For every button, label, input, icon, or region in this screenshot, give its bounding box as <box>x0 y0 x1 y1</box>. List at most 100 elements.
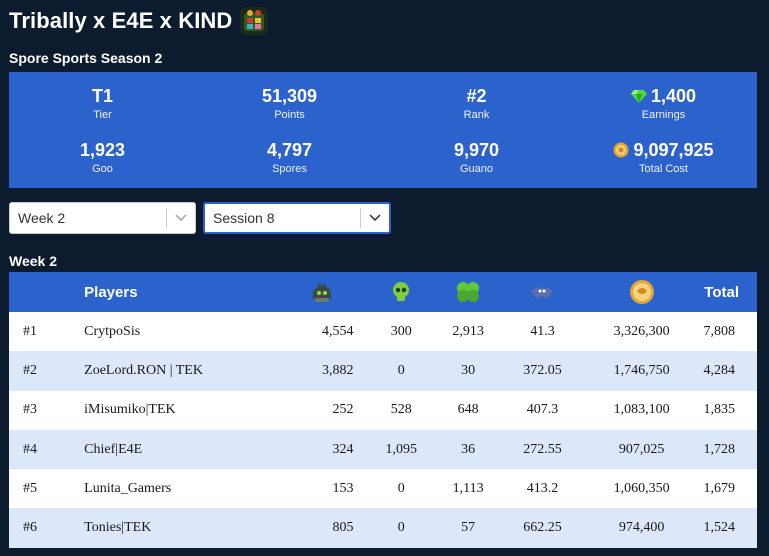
spores-cell: 0 <box>397 362 405 378</box>
stat-value: #2 <box>466 85 487 106</box>
player-name: Tonies|TEK <box>84 520 152 536</box>
header-total: Total <box>704 283 739 301</box>
select-divider <box>166 208 167 228</box>
session-select[interactable]: Session 8 <box>203 202 391 234</box>
guano-cell: 662.25 <box>523 520 562 536</box>
cost-cell: 3,326,300 <box>613 323 670 339</box>
spores-cell: 0 <box>397 480 405 496</box>
rank-cell: #6 <box>23 520 37 536</box>
header-spores <box>372 272 432 312</box>
kind-logo-icon <box>240 7 269 35</box>
cost-cell: 974,400 <box>618 520 665 536</box>
clover-cell: 57 <box>461 520 476 536</box>
total-cell: 1,728 <box>703 441 736 457</box>
goo-cell: 805 <box>332 520 354 536</box>
stat-guano: 9,970 Guano <box>383 130 570 184</box>
week-select-value: Week 2 <box>18 210 66 226</box>
table-header: Players <box>9 272 757 312</box>
session-select-value: Session 8 <box>213 210 275 226</box>
header-goo <box>272 272 371 312</box>
season-title: Spore Sports Season 2 <box>9 50 163 66</box>
stat-value: 1,923 <box>79 139 126 160</box>
table-row: #1 CrytpoSis 4,554 300 2,913 41.3 3,326,… <box>9 312 757 352</box>
player-name: CrytpoSis <box>84 323 141 339</box>
clover-cell: 648 <box>457 402 479 418</box>
leaderboard-table: Players <box>9 272 757 548</box>
player-name: Chief|E4E <box>84 441 143 457</box>
header-cost <box>580 272 704 312</box>
clover-cell: 2,913 <box>452 323 484 339</box>
total-cell: 7,808 <box>703 323 736 339</box>
player-name: ZoeLord.RON | TEK <box>84 362 203 378</box>
chevron-down-icon[interactable] <box>361 214 389 222</box>
rank-cell: #2 <box>23 362 37 378</box>
page-title: Tribally x E4E x KIND <box>9 8 233 33</box>
stat-spores: 4,797 Spores <box>196 130 383 184</box>
rank-cell: #1 <box>23 323 37 339</box>
header: Tribally x E4E x KIND <box>9 6 269 36</box>
table-row: #4 Chief|E4E 324 1,095 36 272.55 907,025… <box>9 429 757 470</box>
table-row: #6 Tonies|TEK 805 0 57 662.25 974,400 1,… <box>9 508 757 548</box>
table-row: #3 iMisumiko|TEK 252 528 648 407.3 1,083… <box>9 390 757 430</box>
rank-cell: #4 <box>23 441 37 457</box>
section-title: Week 2 <box>9 253 57 269</box>
select-divider <box>360 208 361 228</box>
stat-earnings: 1,400 Earnings <box>570 76 757 130</box>
goo-cell: 324 <box>332 441 354 457</box>
bat-icon <box>531 285 554 299</box>
stat-value: 51,309 <box>261 85 318 106</box>
cost-cell: 1,083,100 <box>613 402 670 418</box>
player-name: Lunita_Gamers <box>84 480 172 496</box>
stat-rank: #2 Rank <box>383 76 570 130</box>
stat-goo: 1,923 Goo <box>9 130 196 184</box>
filters: Week 2 Session 8 <box>9 202 391 234</box>
gem-icon <box>630 90 647 103</box>
rank-cell: #5 <box>23 480 37 496</box>
stat-label: Total Cost <box>639 162 688 175</box>
goo-cell: 3,882 <box>322 362 354 378</box>
clover-cell: 30 <box>461 362 476 378</box>
player-name: iMisumiko|TEK <box>84 402 176 418</box>
total-cell: 4,284 <box>703 362 736 378</box>
stat-value: 9,097,925 <box>633 139 714 160</box>
stat-label: Guano <box>459 162 494 175</box>
stat-label: Points <box>274 108 305 121</box>
goo-cell: 252 <box>332 402 354 418</box>
guano-cell: 41.3 <box>530 323 555 339</box>
cost-cell: 907,025 <box>618 441 665 457</box>
spores-cell: 528 <box>390 402 412 418</box>
header-players: Players <box>84 283 138 301</box>
header-clover <box>431 272 505 312</box>
header-guano <box>505 272 579 312</box>
rank-cell: #3 <box>23 402 37 418</box>
stat-value: 1,400 <box>650 85 697 106</box>
stat-label: Goo <box>92 162 113 175</box>
stat-label: Tier <box>93 108 112 121</box>
stat-label: Spores <box>272 162 307 175</box>
cost-cell: 1,060,350 <box>613 480 670 496</box>
stat-label: Earnings <box>641 108 686 121</box>
table-row: #5 Lunita_Gamers 153 0 1,113 413.2 1,060… <box>9 469 757 509</box>
clover-cell: 36 <box>461 441 476 457</box>
stat-value: 4,797 <box>266 139 313 160</box>
spores-cell: 1,095 <box>385 441 418 457</box>
spores-cell: 0 <box>397 520 405 536</box>
stat-total-cost: 9,097,925 Total Cost <box>570 130 757 184</box>
total-cell: 1,835 <box>703 402 736 418</box>
stat-value: 9,970 <box>453 139 500 160</box>
goo-cell: 4,554 <box>322 323 354 339</box>
chevron-down-icon[interactable] <box>167 214 195 222</box>
coin-icon <box>629 280 654 304</box>
goo-icon <box>312 283 332 302</box>
skull-icon <box>393 282 410 301</box>
cost-cell: 1,746,750 <box>613 362 670 378</box>
spores-cell: 300 <box>390 323 412 339</box>
clover-cell: 1,113 <box>452 480 484 496</box>
total-cell: 1,524 <box>703 520 736 536</box>
stat-tier: T1 Tier <box>9 76 196 130</box>
coin-icon <box>613 142 629 158</box>
week-select[interactable]: Week 2 <box>9 202 196 234</box>
total-cell: 1,679 <box>703 480 736 496</box>
table-row: #2 ZoeLord.RON | TEK 3,882 0 30 372.05 1… <box>9 351 757 391</box>
stat-label: Rank <box>463 108 490 121</box>
